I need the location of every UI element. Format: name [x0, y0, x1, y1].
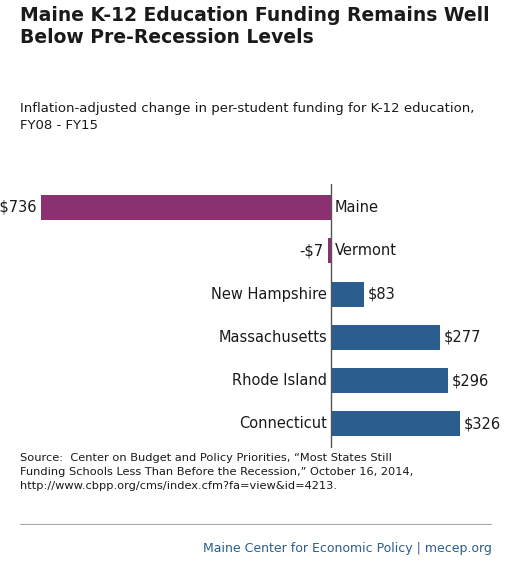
Text: $83: $83	[368, 286, 395, 301]
Bar	[328, 238, 331, 263]
Text: $296: $296	[452, 373, 489, 388]
Text: Maine Center for Economic Policy | mecep.org: Maine Center for Economic Policy | mecep…	[203, 542, 492, 554]
Bar	[331, 281, 364, 307]
Text: Maine: Maine	[335, 200, 379, 215]
Bar	[40, 195, 331, 220]
Text: Maine K-12 Education Funding Remains Well
Below Pre-Recession Levels: Maine K-12 Education Funding Remains Wel…	[20, 6, 490, 48]
Text: Vermont: Vermont	[335, 243, 397, 258]
Text: $326: $326	[463, 416, 501, 432]
Bar	[331, 368, 447, 393]
Text: Source:  Center on Budget and Policy Priorities, “Most States Still
Funding Scho: Source: Center on Budget and Policy Prio…	[20, 453, 414, 491]
Text: Inflation-adjusted change in per-student funding for K-12 education,
FY08 - FY15: Inflation-adjusted change in per-student…	[20, 102, 475, 132]
Text: New Hampshire: New Hampshire	[211, 286, 327, 301]
Text: $277: $277	[444, 330, 482, 345]
Text: Rhode Island: Rhode Island	[232, 373, 327, 388]
Bar	[331, 325, 440, 350]
Text: -$7: -$7	[300, 243, 324, 258]
Text: Connecticut: Connecticut	[239, 416, 327, 432]
Text: -$736: -$736	[0, 200, 37, 215]
Bar	[331, 412, 460, 436]
Text: Massachusetts: Massachusetts	[218, 330, 327, 345]
